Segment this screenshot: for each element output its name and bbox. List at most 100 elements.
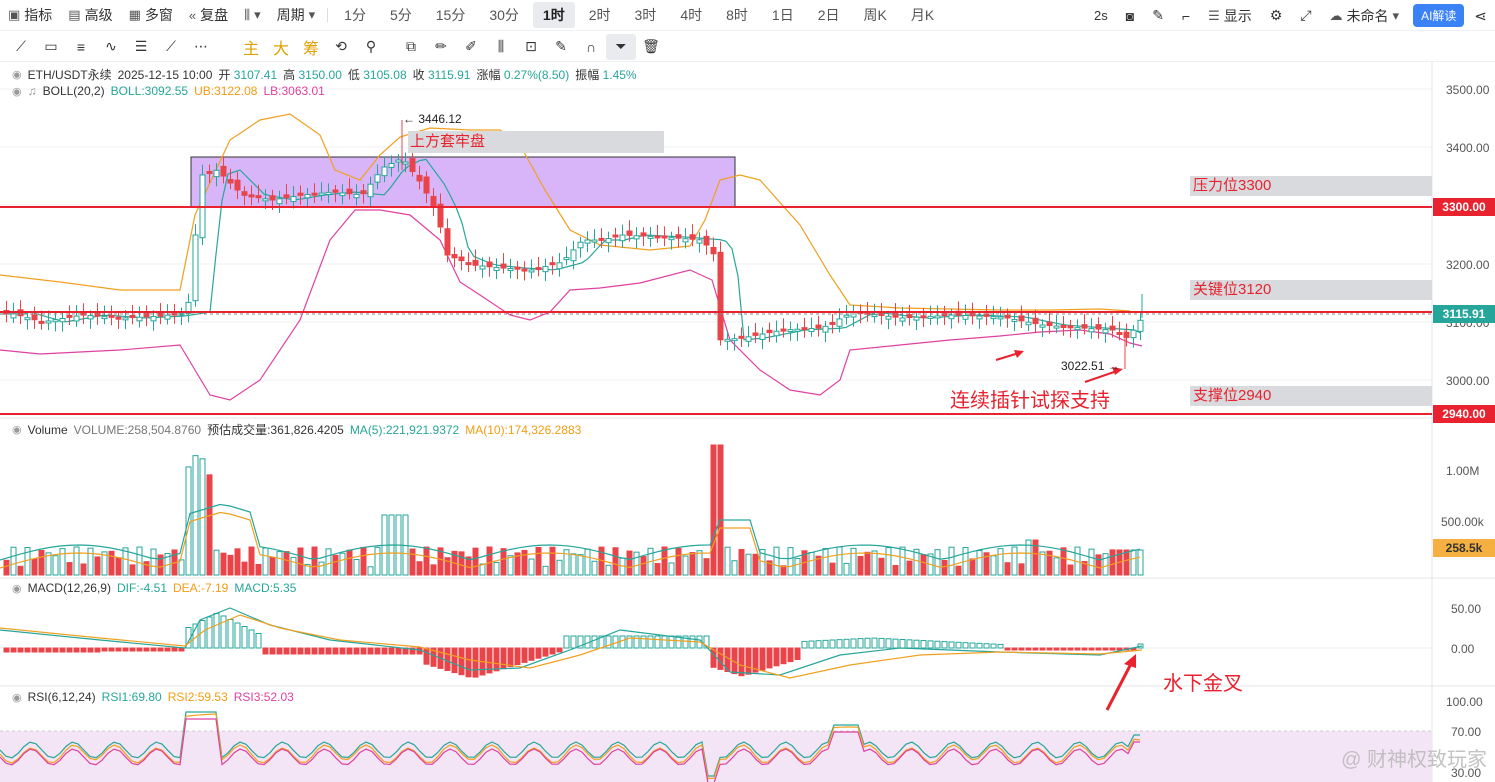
bell-icon[interactable]: ♫ — [27, 84, 37, 98]
candle-body — [269, 195, 276, 201]
macd-histogram-bar — [1074, 647, 1081, 651]
wave-icon[interactable]: ∿ — [105, 38, 117, 54]
candle-body — [234, 179, 241, 191]
period-tab[interactable]: 1分 — [344, 7, 366, 23]
period-tab[interactable]: 15分 — [435, 7, 466, 23]
eye-icon[interactable]: ◉ — [12, 691, 22, 704]
refresh-interval[interactable]: 2s — [1094, 8, 1108, 23]
key-level-label[interactable]: 关键位3120 — [1190, 280, 1432, 300]
ray-icon[interactable]: ⟋ — [166, 38, 176, 54]
period-tab[interactable]: 周K — [863, 7, 887, 23]
volume-bar — [227, 554, 234, 576]
trapped-supply-label[interactable]: 上方套牢盘 — [408, 131, 664, 153]
candle-body — [367, 183, 374, 198]
multi-window-button[interactable]: ▦ 多窗 — [128, 7, 173, 23]
volume-bar — [633, 551, 640, 576]
share-icon[interactable]: ⋖ — [1474, 7, 1487, 25]
candle-body — [206, 170, 213, 174]
candle-style-icon[interactable]: ⫼ — [497, 38, 505, 54]
macd-histogram-bar — [360, 647, 367, 655]
pencil-icon[interactable]: ✏ — [435, 38, 447, 54]
period-tab[interactable]: 2日 — [817, 7, 840, 23]
trash-icon[interactable]: 🗑 — [642, 38, 660, 54]
period-tab[interactable]: 3时 — [634, 7, 657, 23]
magnet-icon[interactable]: ∩ — [585, 38, 597, 55]
macd-histogram-bar — [626, 635, 633, 649]
candle-body — [892, 311, 899, 318]
eye-icon[interactable]: ◉ — [12, 85, 22, 98]
expand-icon[interactable]: ⤢ — [1300, 7, 1312, 23]
settings-icon[interactable]: ⚙ — [1269, 7, 1283, 23]
period-tab[interactable]: 月K — [910, 7, 935, 23]
candle-body — [535, 267, 542, 271]
candle-body — [794, 328, 801, 332]
chart-type-button[interactable]: ⫼ ▾ — [236, 0, 269, 30]
candle-body — [143, 312, 150, 318]
layout-name-button[interactable]: ☁ 未命名 ▾ — [1329, 7, 1400, 24]
volume-bar — [549, 546, 556, 576]
candle-body — [563, 257, 570, 261]
display-button[interactable]: ☰ 显示 — [1208, 7, 1252, 24]
advanced-button[interactable]: ▤ 高级 — [68, 7, 113, 23]
rectangle-icon[interactable]: ▭ — [44, 38, 58, 54]
macd-histogram-bar — [1088, 647, 1095, 651]
period-tab[interactable]: 2时 — [588, 7, 611, 23]
candle-body — [871, 314, 878, 318]
eye-icon[interactable]: ◉ — [12, 582, 22, 595]
macd-histogram-bar — [941, 641, 948, 649]
eye-icon[interactable]: ◉ — [12, 424, 22, 436]
rsi2-line — [0, 713, 1141, 780]
period-tab[interactable]: 8时 — [726, 7, 748, 23]
volume-bar — [787, 547, 794, 576]
macd-histogram-bar — [290, 647, 297, 655]
copy-icon[interactable]: ⧉ — [406, 38, 416, 54]
note-icon[interactable]: ✎ — [555, 38, 567, 54]
measure-icon[interactable]: ⚲ — [365, 38, 377, 54]
candle-body — [745, 336, 752, 342]
period-tab[interactable]: 5分 — [389, 7, 412, 23]
candle-body — [262, 198, 269, 202]
camera-icon[interactable]: ◙ — [1125, 7, 1135, 24]
golden-cross-note: 水下金叉 — [1163, 673, 1243, 695]
sync-icon[interactable]: ⟲ — [335, 38, 347, 54]
eye-icon[interactable]: ◉ — [12, 69, 22, 81]
candle-body — [304, 194, 311, 199]
replay-button[interactable]: «复盘 — [188, 7, 229, 23]
indicators-button[interactable]: ▣ 指标 — [8, 7, 53, 23]
trend-line-icon[interactable]: ⟋ — [16, 38, 26, 54]
candle-body — [1130, 329, 1137, 339]
ai-interpret-button[interactable]: AI解读 — [1413, 4, 1465, 27]
resistance-label[interactable]: 压力位3300 — [1190, 176, 1432, 196]
macd-histogram-bar — [129, 647, 136, 652]
parallel-lines-icon[interactable]: ≡ — [76, 38, 86, 55]
period-tab[interactable]: 30分 — [489, 7, 519, 23]
big-order-tool[interactable]: 大 — [272, 40, 289, 58]
volume-ma10 — [0, 511, 1141, 569]
main-force-tool[interactable]: 主 — [242, 40, 259, 58]
candle-body — [318, 192, 325, 196]
pen-icon[interactable]: ✎ — [1152, 7, 1164, 23]
period-tab[interactable]: 4时 — [680, 7, 703, 23]
chip-tool[interactable]: 筹 — [302, 40, 319, 58]
candle-body — [24, 317, 31, 321]
volume-bar — [367, 566, 374, 576]
rsi-tick: 100.00 — [1446, 695, 1483, 709]
candle-body — [703, 235, 710, 246]
macd-histogram-bar — [871, 637, 878, 649]
period-menu[interactable]: 周期 ▾ — [276, 7, 316, 23]
fibonacci-icon[interactable]: ☰ — [134, 38, 148, 54]
period-tab[interactable]: 1日 — [771, 7, 794, 23]
more-icon[interactable]: ⋯ — [194, 38, 208, 54]
brush-icon[interactable]: ✐ — [465, 38, 477, 54]
macd-histogram-bar — [640, 635, 647, 649]
period-tab[interactable]: 1时 — [532, 2, 575, 28]
macd-histogram-bar — [136, 647, 143, 652]
filter-icon[interactable]: ⏷ — [606, 33, 636, 60]
period-tabs: 1分 5分 15分 30分 1时 2时 3时 4时 8时 1日 2日 周K 月K — [332, 2, 946, 28]
lock-icon[interactable]: ⊡ — [525, 38, 537, 54]
fullscreen-exit-icon[interactable]: ⌐ — [1181, 7, 1191, 24]
support-label[interactable]: 支撑位2940 — [1190, 386, 1432, 406]
volume-bar — [612, 547, 619, 576]
volume-bar — [654, 563, 661, 576]
